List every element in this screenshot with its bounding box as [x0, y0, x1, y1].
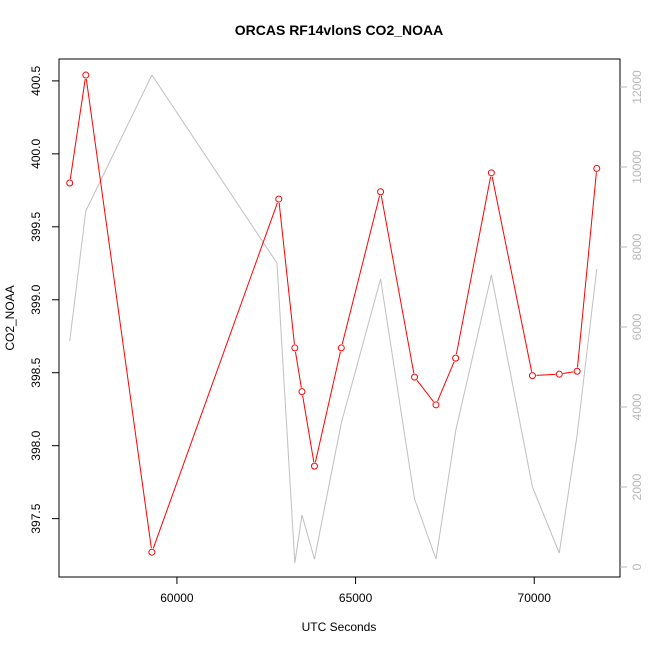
x-tick-label: 60000 — [160, 591, 194, 605]
series-line-segment — [85, 78, 152, 549]
series-line-segment — [576, 268, 598, 436]
series-line-segment — [278, 203, 295, 344]
y2-tick-label: 0 — [630, 563, 644, 570]
series-line-segment — [69, 210, 87, 342]
series-line-segment — [151, 74, 278, 264]
x-tick-label: 70000 — [518, 591, 552, 605]
data-point — [310, 462, 318, 470]
series-line-segment — [380, 278, 416, 500]
y-tick-label: 399.0 — [29, 284, 43, 314]
data-point — [432, 401, 440, 409]
x-tick-label: 65000 — [339, 591, 373, 605]
series-line-segment — [69, 78, 86, 180]
data-point — [593, 164, 601, 172]
series-line-segment — [302, 395, 315, 463]
series-line-segment — [294, 351, 302, 388]
data-point — [66, 179, 74, 187]
y-axis-left: 397.5 398.0 398.5 399.0 399.5 400.0 400.5 — [29, 66, 59, 534]
y-axis-label: CO2_NOAA — [3, 285, 17, 350]
series-line-segment — [455, 176, 492, 355]
data-point — [555, 370, 563, 378]
series-line-segment — [276, 262, 296, 564]
plot-frame — [58, 58, 621, 578]
y2-tick-label: 12000 — [630, 70, 644, 104]
series-line-segment — [294, 514, 303, 564]
data-point — [291, 344, 299, 352]
y-tick-label: 400.0 — [29, 139, 43, 169]
series-layer — [66, 71, 601, 564]
series-line-segment — [314, 351, 341, 463]
series-line-segment — [490, 274, 533, 488]
data-point — [452, 354, 460, 362]
series-line-segment — [536, 373, 556, 376]
series-line-segment — [341, 195, 381, 345]
y-tick-label: 400.5 — [29, 66, 43, 96]
series-line-segment — [416, 379, 434, 402]
series-line-segment — [313, 422, 342, 560]
data-point — [528, 372, 536, 380]
y-tick-label: 397.5 — [29, 503, 43, 533]
y2-tick-label: 6000 — [630, 313, 644, 340]
data-point — [411, 373, 419, 381]
data-point — [377, 188, 385, 196]
series-line-segment — [577, 172, 597, 368]
series-line-segment — [563, 371, 574, 375]
data-point — [573, 367, 581, 375]
series-left — [66, 71, 601, 556]
data-point — [337, 344, 345, 352]
y-tick-label: 399.5 — [29, 211, 43, 241]
y2-tick-label: 8000 — [630, 233, 644, 260]
x-axis: 60000 65000 70000 — [160, 577, 551, 605]
series-line-segment — [531, 486, 560, 554]
chart-title: ORCAS RF14vlonS CO2_NOAA — [235, 22, 443, 38]
y-tick-label: 398.0 — [29, 430, 43, 460]
series-line-segment — [455, 274, 492, 432]
y2-tick-label: 2000 — [630, 473, 644, 500]
y-tick-label: 398.5 — [29, 357, 43, 387]
y2-tick-label: 10000 — [630, 150, 644, 184]
series-line-segment — [301, 514, 315, 560]
series-line-segment — [558, 434, 578, 554]
data-point — [298, 388, 306, 396]
series-line-segment — [437, 361, 455, 402]
y-axis-right: 0 2000 4000 6000 8000 10000 12000 — [620, 70, 644, 570]
y2-tick-label: 4000 — [630, 393, 644, 420]
series-line-segment — [491, 176, 533, 372]
series-line-segment — [85, 74, 153, 212]
series-right — [69, 74, 598, 564]
series-line-segment — [435, 430, 457, 560]
data-point — [148, 548, 156, 556]
data-point — [82, 71, 90, 79]
series-line-segment — [340, 278, 382, 424]
data-point — [275, 195, 283, 203]
x-axis-label: UTC Seconds — [302, 620, 377, 634]
series-line-segment — [380, 195, 415, 374]
series-line-segment — [414, 498, 437, 560]
series-line-segment — [152, 202, 278, 549]
data-point — [487, 169, 495, 177]
